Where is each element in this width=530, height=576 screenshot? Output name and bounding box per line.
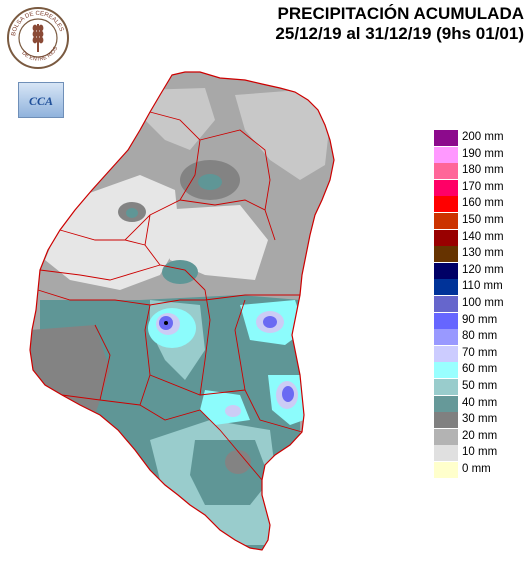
legend-item: 130 mm [434,246,530,263]
precipitation-legend: 200 mm 190 mm 180 mm 170 mm 160 mm 150 mm 140 … [434,130,530,478]
legend-label: 50 mm [462,379,498,392]
map-date-range: 25/12/19 al 31/12/19 (9hs 01/01) [275,24,524,43]
legend-item: 10 mm [434,445,530,462]
legend-swatch [434,229,458,246]
zone-20mm-northeast [235,90,330,180]
legend-item: 50 mm [434,378,530,396]
department-borders [37,111,303,481]
legend-item: 140 mm [434,229,530,247]
legend-label: 120 mm [462,263,504,276]
legend-swatch [434,262,458,279]
legend-swatch [434,329,458,346]
legend-item: 150 mm [434,212,530,230]
legend-item: 180 mm [434,163,530,180]
legend-label: 90 mm [462,313,498,326]
legend-item: 100 mm [434,295,530,313]
legend-label: 10 mm [462,446,498,459]
zone-70mm-south-center [200,390,250,425]
legend-swatch [434,295,458,312]
precipitation-field [30,72,334,550]
legend-item: 60 mm [434,362,530,379]
legend-swatch [434,428,458,445]
legend-label: 110 mm [462,280,503,293]
legend-swatch [434,445,458,462]
legend-swatch [434,146,458,163]
legend-item: 170 mm [434,179,530,197]
legend-label: 100 mm [462,296,504,309]
legend-item: 160 mm [434,196,530,213]
legend-label: 130 mm [462,247,504,260]
legend-label: 140 mm [462,230,504,243]
legend-item: 20 mm [434,428,530,446]
legend-item: 110 mm [434,279,530,296]
legend-swatch [434,179,458,196]
cca-logo: CCA [18,82,64,118]
bolsa-de-cereales-seal: BOLSA DE CEREALES DE ENTRE RIOS [7,7,69,69]
zone-50mm-center [162,260,198,284]
legend-item: 40 mm [434,395,530,413]
legend-label: 160 mm [462,197,504,210]
legend-item: 70 mm [434,345,530,363]
legend-swatch [434,412,458,429]
legend-item: 0 mm [434,461,530,479]
city-marker [164,321,168,325]
legend-item: 120 mm [434,262,530,280]
legend-label: 30 mm [462,413,498,426]
map-title: PRECIPITACIÓN ACUMULADA [277,4,525,23]
legend-label: 200 mm [462,131,504,143]
map-title-block: PRECIPITACIÓN ACUMULADA 25/12/19 al 31/1… [275,4,524,44]
legend-item: 190 mm [434,146,530,164]
legend-swatch [434,130,458,146]
legend-swatch [434,212,458,229]
zone-80mm-south-center [225,405,241,417]
legend-swatch [434,378,458,395]
legend-label: 20 mm [462,429,498,442]
wheat-icon [32,24,44,52]
legend-swatch [434,345,458,362]
legend-swatch [434,196,458,213]
zone-40mm-south-core [225,450,251,474]
legend-label: 80 mm [462,330,498,343]
legend-label: 150 mm [462,213,504,226]
legend-swatch [434,395,458,412]
cca-logo-text: CCA [29,94,53,108]
legend-item: 30 mm [434,412,530,429]
legend-swatch [434,279,458,296]
legend-swatch [434,312,458,329]
legend-item: 200 mm [434,130,530,147]
zone-50mm-north-center [198,174,222,190]
legend-label: 180 mm [462,164,504,177]
legend-swatch [434,163,458,180]
legend-label: 190 mm [462,147,504,160]
zone-50mm-south-core [190,440,270,505]
legend-label: 0 mm [462,462,491,475]
legend-label: 40 mm [462,396,498,409]
legend-item: 90 mm [434,312,530,330]
zone-100mm-east [263,316,277,328]
zone-50mm-northwest [126,208,138,218]
legend-label: 170 mm [462,180,504,193]
zone-40mm-southwest [30,325,110,415]
legend-label: 60 mm [462,363,498,376]
legend-swatch [434,362,458,379]
legend-swatch [434,461,458,478]
legend-item: 80 mm [434,329,530,346]
zone-100mm-southeast [282,386,294,402]
legend-swatch [434,246,458,263]
legend-label: 70 mm [462,346,498,359]
